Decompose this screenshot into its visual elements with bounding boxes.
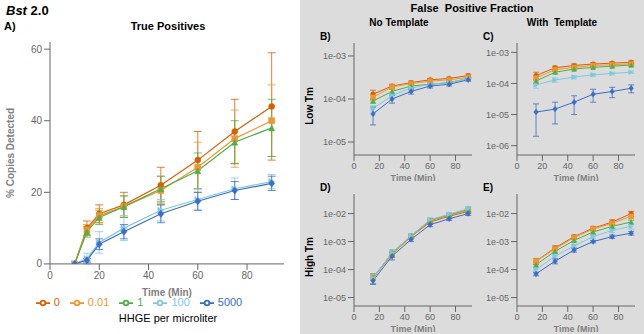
html-text:1: 1 [137, 295, 144, 308]
svg-text:Time (Min): Time (Min) [554, 324, 599, 332]
svg-text:1e-05: 1e-05 [323, 293, 346, 303]
svg-text:80: 80 [450, 312, 460, 322]
html-text:No Template: No Template [369, 17, 429, 28]
html-text:100: 100 [171, 295, 190, 308]
svg-text:1e-06: 1e-06 [486, 141, 509, 151]
svg-text:0: 0 [514, 161, 519, 171]
html-text:HHGE per microliter: HHGE per microliter [118, 312, 218, 324]
svg-text:60: 60 [31, 44, 43, 55]
html-text:B): B) [320, 31, 331, 42]
svg-text:20: 20 [94, 270, 106, 281]
svg-text:20: 20 [374, 312, 384, 322]
svg-text:Time (Min): Time (Min) [554, 173, 599, 181]
svg-text:40: 40 [31, 115, 43, 126]
svg-text:1e-03: 1e-03 [323, 51, 346, 61]
svg-text:Time (Min): Time (Min) [391, 324, 436, 332]
svg-text:60: 60 [425, 312, 435, 322]
svg-text:20: 20 [537, 312, 547, 322]
svg-text:40: 40 [400, 312, 410, 322]
html-text:0: 0 [53, 295, 60, 308]
svg-text:0: 0 [351, 161, 356, 171]
html-text:C): C) [483, 31, 494, 42]
html-text:0.01: 0.01 [87, 295, 110, 308]
svg-text:80: 80 [613, 161, 623, 171]
html-text:Low Tm: Low Tm [303, 87, 315, 125]
html-text:False Positive Fraction: False Positive Fraction [410, 2, 534, 14]
svg-text:20: 20 [374, 161, 384, 171]
html-text:D): D) [320, 182, 331, 193]
svg-text:Time (Min): Time (Min) [142, 287, 192, 298]
svg-text:40: 40 [143, 270, 155, 281]
html-text:True Positives: True Positives [130, 20, 206, 32]
svg-text:20: 20 [31, 187, 43, 198]
svg-text:Time (Min): Time (Min) [391, 173, 436, 181]
svg-text:% Copies Detected: % Copies Detected [8, 108, 16, 198]
svg-text:0: 0 [514, 312, 519, 322]
html-text:E): E) [483, 182, 493, 193]
svg-text:1e-03: 1e-03 [486, 48, 509, 58]
html-text:A): A) [4, 20, 16, 32]
svg-text:1e-02: 1e-02 [486, 209, 509, 219]
html-text:High Tm: High Tm [303, 237, 315, 277]
svg-text:1e-04: 1e-04 [323, 265, 346, 275]
svg-text:1e-05: 1e-05 [486, 293, 509, 303]
svg-text:1e-03: 1e-03 [486, 237, 509, 247]
svg-text:1e-04: 1e-04 [486, 265, 509, 275]
svg-text:40: 40 [400, 161, 410, 171]
svg-text:60: 60 [192, 270, 204, 281]
svg-text:0: 0 [47, 270, 53, 281]
svg-text:60: 60 [425, 161, 435, 171]
svg-text:60: 60 [588, 312, 598, 322]
svg-text:80: 80 [613, 312, 623, 322]
svg-text:40: 40 [563, 161, 573, 171]
svg-text:0: 0 [36, 258, 42, 269]
svg-text:20: 20 [537, 161, 547, 171]
html-text:Bst 2.0: Bst 2.0 [6, 3, 49, 18]
svg-text:1e-04: 1e-04 [486, 79, 509, 89]
svg-text:40: 40 [563, 312, 573, 322]
svg-text:60: 60 [588, 161, 598, 171]
html-text:With Template: With Template [526, 17, 598, 28]
html-text:5000: 5000 [217, 295, 243, 308]
svg-text:80: 80 [241, 270, 253, 281]
svg-text:1e-03: 1e-03 [323, 237, 346, 247]
svg-text:1e-05: 1e-05 [323, 137, 346, 147]
svg-text:1e-04: 1e-04 [323, 94, 346, 104]
svg-text:80: 80 [450, 161, 460, 171]
svg-text:0: 0 [351, 312, 356, 322]
svg-text:1e-05: 1e-05 [486, 110, 509, 120]
svg-text:1e-02: 1e-02 [323, 209, 346, 219]
